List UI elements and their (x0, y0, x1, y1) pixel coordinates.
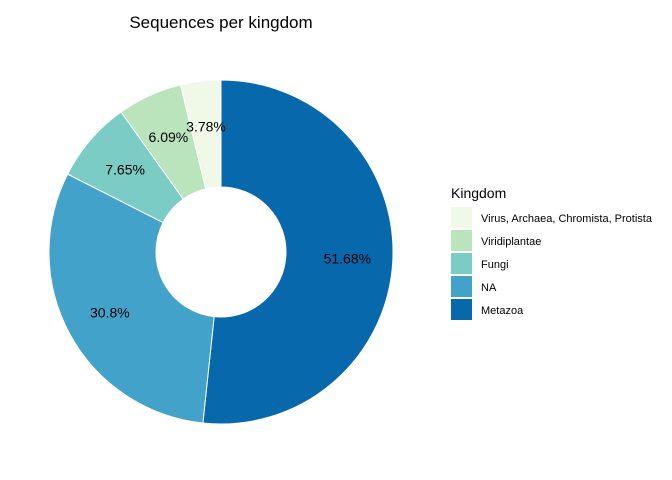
legend-swatch-virus-archaea-chromista-protista (451, 207, 472, 228)
donut-slices (48, 79, 394, 425)
legend-title: Kingdom (451, 185, 506, 201)
legend: Kingdom Virus, Archaea, Chromista, Proti… (451, 185, 653, 320)
legend-swatch-na (451, 276, 472, 297)
slice-label-fungi: 7.65% (105, 162, 145, 178)
slice-label-na: 30.8% (90, 304, 130, 320)
slice-labels: 51.68% 30.8% 7.65% 6.09%3.78% (90, 118, 371, 320)
legend-swatch-fungi (451, 253, 472, 274)
slice-metazoa (202, 79, 394, 425)
legend-label-na: NA (481, 282, 497, 294)
legend-label-virus-archaea-chromista-protista: Virus, Archaea, Chromista, Protista (481, 213, 653, 225)
legend-label-metazoa: Metazoa (481, 305, 524, 317)
legend-swatch-viridiplantae (451, 230, 472, 251)
legend-label-viridiplantae: Viridiplantae (481, 236, 541, 248)
legend-label-fungi: Fungi (481, 259, 509, 271)
slice-label-metazoa: 51.68% (324, 251, 371, 267)
legend-swatch-metazoa (451, 299, 472, 320)
slice-label-viridiplantae: 6.09% (149, 129, 189, 145)
slice-virus-archaea-chromista-protista (179, 79, 222, 190)
slice-na (48, 173, 215, 424)
slice-label-virus-archaea-chromista-protista: 3.78% (186, 118, 226, 134)
chart-title: Sequences per kingdom (129, 13, 312, 32)
legend-items: Virus, Archaea, Chromista, Protista Virid… (451, 207, 653, 320)
